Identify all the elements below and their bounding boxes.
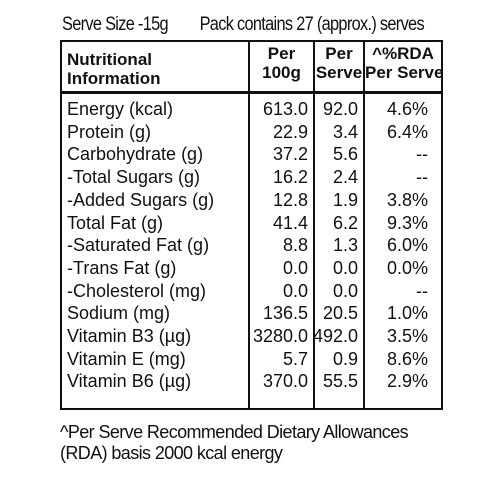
table-row: -Saturated Fat (g) 8.8 1.3 6.0% <box>62 233 441 257</box>
table-row: Vitamin B6 (µg) 370.0 55.5 2.9% <box>62 369 441 393</box>
nutrient-name: -Added Sugars (g) <box>67 189 215 210</box>
nutrient-name: Vitamin E (mg) <box>67 348 186 369</box>
table-row: Total Fat (g) 41.4 6.2 9.3% <box>62 211 441 235</box>
rda-value: -- <box>416 280 428 301</box>
header-nutrient: Nutritional Information <box>67 50 161 88</box>
nutrient-name: Sodium (mg) <box>67 303 171 324</box>
per-100g-value: 41.4 <box>272 212 308 233</box>
rda-value: 8.6% <box>386 348 428 369</box>
table-row: -Total Sugars (g) 16.2 2.4 -- <box>62 165 441 189</box>
per-100g-value: 0.0 <box>282 257 308 278</box>
rda-value: 9.3% <box>386 212 428 233</box>
per-100g-value: 37.2 <box>272 144 308 165</box>
nutrient-name: Energy (kcal) <box>67 99 174 119</box>
per-serve-value: 0.9 <box>332 348 358 369</box>
rda-value: 2.9% <box>386 371 428 392</box>
rda-value: 3.8% <box>386 189 428 210</box>
per-100g-value: 8.8 <box>282 235 308 256</box>
per-100g-value: 0.0 <box>282 280 308 301</box>
per-100g-value: 370.0 <box>262 371 308 392</box>
per-100g-value: 613.0 <box>262 99 308 119</box>
nutrient-name: Carbohydrate (g) <box>67 144 204 165</box>
table-row: Energy (kcal) 613.0 92.0 4.6% <box>62 97 441 121</box>
nutrient-name: -Saturated Fat (g) <box>67 235 210 256</box>
nutrition-table: Nutritional Information Per 100g Per Ser… <box>60 40 443 410</box>
per-serve-value: 20.5 <box>322 303 358 324</box>
per-serve-value: 92.0 <box>322 99 358 119</box>
serve-info-line: Serve Size -15g Pack contains 27 (approx… <box>62 14 425 38</box>
table-row: Protein (g) 22.9 3.4 6.4% <box>62 120 441 144</box>
header-rda: ^%RDA Per Serve <box>365 44 444 82</box>
per-serve-value: 1.9 <box>332 189 358 210</box>
nutrient-name: Vitamin B3 (µg) <box>67 326 192 346</box>
nutrient-name: Total Fat (g) <box>67 212 164 233</box>
header-separator <box>62 91 441 94</box>
column-divider <box>313 42 315 408</box>
table-row: -Added Sugars (g) 12.8 1.9 3.8% <box>62 188 441 212</box>
rda-value: -- <box>416 144 428 165</box>
per-serve-value: 492.0 <box>313 326 359 346</box>
table-header: Nutritional Information Per 100g Per Ser… <box>62 42 444 91</box>
nutrient-name: -Trans Fat (g) <box>67 257 177 278</box>
table-row: -Cholesterol (mg) 0.0 0.0 -- <box>62 279 441 303</box>
nutrient-name: -Total Sugars (g) <box>67 167 201 188</box>
per-serve-value: 2.4 <box>332 167 358 188</box>
rda-value: 1.0% <box>386 303 428 324</box>
column-divider <box>363 42 365 408</box>
table-row: Sodium (mg) 136.5 20.5 1.0% <box>62 301 441 325</box>
nutrient-name: Vitamin B6 (µg) <box>67 371 192 392</box>
per-serve-value: 0.0 <box>332 280 358 301</box>
rda-value: 3.5% <box>386 326 428 346</box>
table-row: Vitamin E (mg) 5.7 0.9 8.6% <box>62 347 441 371</box>
per-100g-value: 3280.0 <box>252 326 308 346</box>
rda-value: -- <box>416 167 428 188</box>
per-100g-value: 136.5 <box>262 303 308 324</box>
per-100g-value: 22.9 <box>272 121 308 142</box>
table-row: -Trans Fat (g) 0.0 0.0 0.0% <box>62 256 441 280</box>
per-100g-value: 12.8 <box>272 189 308 210</box>
header-per-100g: Per 100g <box>262 44 301 82</box>
pack-contains: Pack contains 27 (approx.) serves <box>199 14 425 35</box>
rda-value: 6.4% <box>386 121 428 142</box>
per-100g-value: 16.2 <box>272 167 308 188</box>
rda-value: 0.0% <box>386 257 428 278</box>
nutrient-name: -Cholesterol (mg) <box>67 280 207 301</box>
footnote: ^Per Serve Recommended Dietary Allowance… <box>60 422 409 463</box>
rda-value: 4.6% <box>386 99 428 119</box>
column-divider <box>248 42 250 408</box>
table-row: Vitamin B3 (µg) 3280.0 492.0 3.5% <box>62 324 441 348</box>
rda-value: 6.0% <box>386 235 428 256</box>
nutrient-name: Protein (g) <box>67 121 152 142</box>
header-per-serve: Per Serve <box>315 44 363 82</box>
per-serve-value: 5.6 <box>332 144 358 165</box>
table-row: Carbohydrate (g) 37.2 5.6 -- <box>62 142 441 166</box>
per-serve-value: 55.5 <box>322 371 358 392</box>
per-serve-value: 3.4 <box>332 121 358 142</box>
per-serve-value: 6.2 <box>332 212 358 233</box>
per-serve-value: 0.0 <box>332 257 358 278</box>
per-100g-value: 5.7 <box>282 348 308 369</box>
serve-size: Serve Size -15g <box>62 14 169 35</box>
per-serve-value: 1.3 <box>332 235 358 256</box>
